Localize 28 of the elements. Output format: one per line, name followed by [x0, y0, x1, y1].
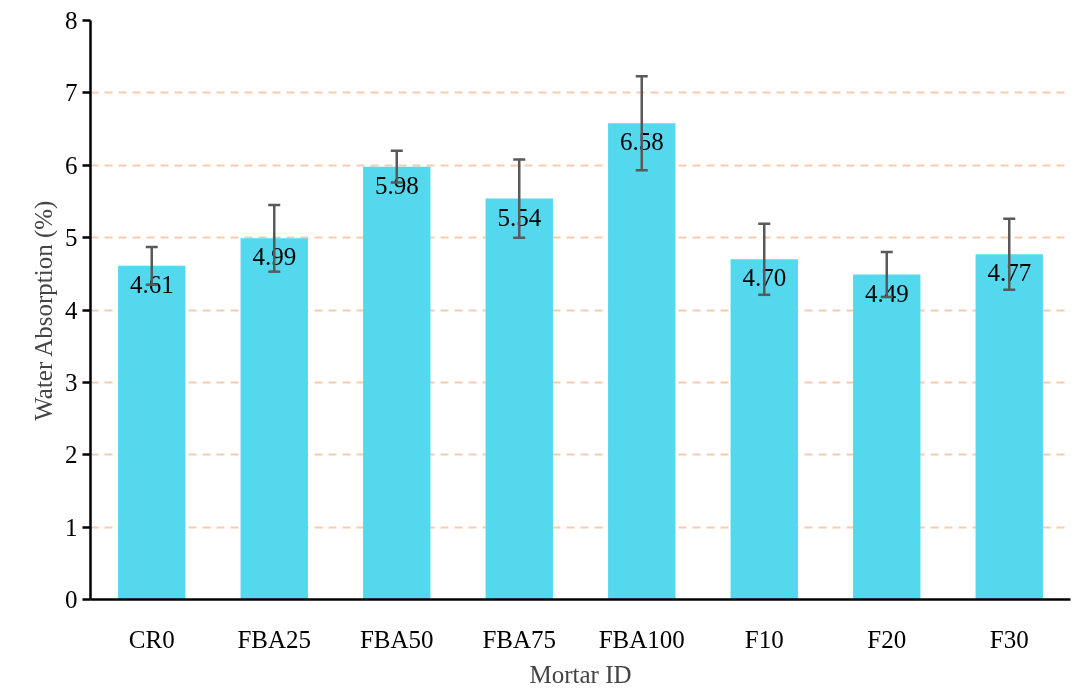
x-tick-label: FBA100: [598, 625, 685, 653]
bar: [363, 166, 431, 600]
x-axis-title: Mortar ID: [529, 660, 632, 688]
y-tick-label: 3: [65, 368, 78, 396]
x-tick-label: FBA75: [482, 625, 557, 653]
y-tick-label: 7: [65, 79, 78, 107]
bar: [853, 274, 921, 600]
bar: [240, 238, 308, 600]
bar: [118, 265, 186, 600]
x-tick-label: FBA25: [237, 625, 312, 653]
x-tick-label: CR0: [128, 625, 175, 653]
x-tick-label: F20: [867, 625, 907, 653]
bar: [485, 198, 553, 600]
y-tick-label: 8: [65, 7, 78, 34]
y-axis-title: Water Absorption (%): [30, 200, 58, 421]
x-tick-label: F10: [744, 625, 784, 653]
x-tick-label: FBA50: [359, 625, 434, 653]
y-tick-label: 6: [65, 151, 78, 179]
data-label: 5.98: [374, 171, 419, 199]
y-tick-label: 0: [65, 586, 78, 613]
bar: [730, 259, 798, 600]
bar: [608, 123, 676, 600]
y-tick-label: 1: [65, 513, 78, 541]
y-tick-label: 5: [65, 224, 78, 252]
bar: [975, 254, 1043, 600]
y-tick-label: 4: [65, 296, 78, 324]
x-tick-label: F30: [989, 625, 1029, 653]
y-tick-label: 2: [65, 441, 78, 469]
